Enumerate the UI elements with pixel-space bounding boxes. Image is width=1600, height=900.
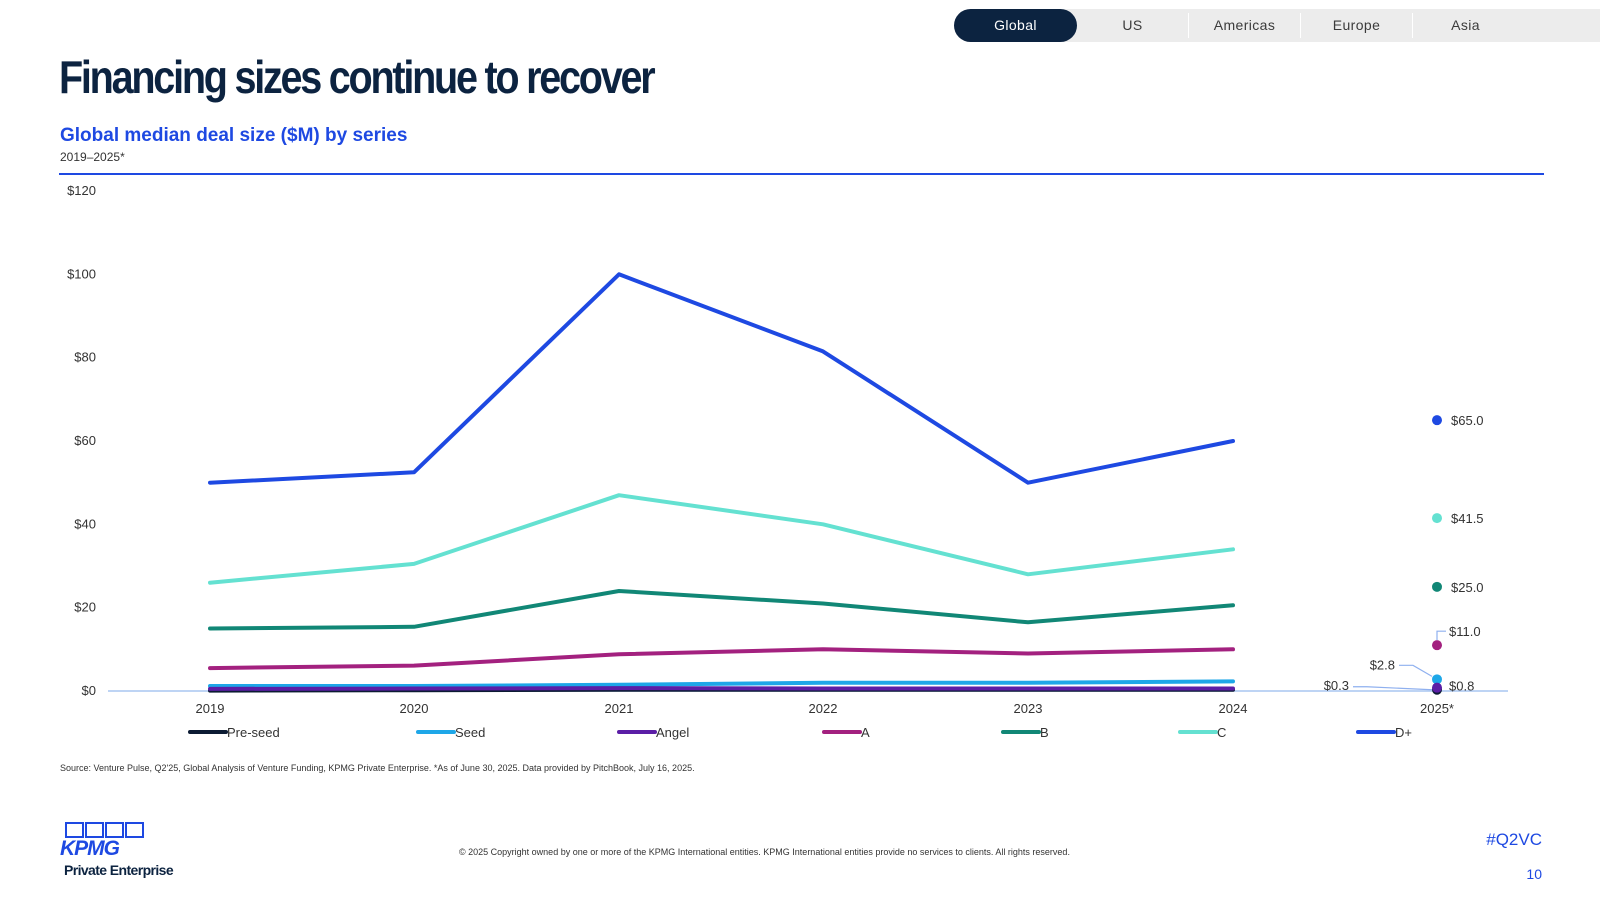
tab-americas[interactable]: Americas [1213,17,1276,33]
data-label: $0.3 [1324,678,1349,693]
y-tick-label: $20 [74,600,96,615]
data-label: $65.0 [1451,413,1484,428]
data-point-2025-seed [1432,674,1442,685]
series-line-angel [208,686,1235,691]
data-label: $2.8 [1370,657,1395,672]
x-tick-label: 2020 [400,701,429,716]
series-line-b [208,589,1235,631]
leader-line [1399,664,1433,677]
data-point-2025-d+ [1432,415,1442,426]
series-line-d+ [208,272,1235,485]
data-label: $25.0 [1451,580,1484,595]
chart-subtitle: 2019–2025* [60,150,125,164]
legend-label: Seed [455,725,485,740]
legend-label: D+ [1395,725,1412,740]
page-title: Financing sizes continue to recover [59,51,656,103]
tab-separator [1412,13,1413,38]
x-tick-label: 2022 [809,701,838,716]
leader-line [1353,686,1433,691]
legend-label: A [861,725,870,740]
page-number: 10 [1526,866,1542,882]
x-tick-label: 2024 [1219,701,1248,716]
data-label: $11.0 [1449,624,1481,639]
y-tick-label: $40 [74,516,96,531]
y-tick-label: $0 [82,683,96,698]
line-chart: $0 $20 $40 $60 $80 $100 $120 2019 2020 2021 2022 20… [67,183,1508,740]
logo-subtitle: Private Enterprise [64,862,174,878]
data-point-2025-c [1432,513,1442,524]
kpmg-wordmark: KPMG [60,837,120,860]
hashtag: #Q2VC [1486,830,1542,849]
data-point-2025-a [1432,640,1442,651]
y-tick-label: $120 [67,183,96,198]
tab-us[interactable]: US [1122,17,1143,33]
region-tabs: Global US Americas Europe Asia [954,9,1600,42]
leader-line [1436,630,1446,641]
data-label: $41.5 [1451,511,1484,526]
x-tick-label: 2025* [1420,701,1454,716]
title-divider [59,173,1544,175]
copyright-notice: © 2025 Copyright owned by one or more of… [459,847,1070,857]
tab-global[interactable]: Global [954,9,1077,42]
x-tick-label: 2023 [1014,701,1043,716]
data-point-2025-angel [1432,682,1442,693]
data-point-2025-b [1432,581,1442,592]
kpmg-logo: KPMG Private Enterprise [60,822,180,882]
y-tick-label: $100 [67,266,96,281]
series-line-seed [208,679,1235,688]
legend-label: C [1217,725,1226,740]
source-note: Source: Venture Pulse, Q2'25, Global Ana… [60,763,695,773]
tab-europe[interactable]: Europe [1332,17,1381,33]
chart-title: Global median deal size ($M) by series [60,125,408,146]
legend-label: B [1040,725,1049,740]
tab-separator [1300,13,1301,38]
kpmg-logo-boxes [65,822,144,838]
legend-label: Pre-seed [227,725,280,740]
tab-asia[interactable]: Asia [1451,17,1480,33]
y-tick-label: $80 [74,350,96,365]
data-label: $0.8 [1449,679,1474,694]
legend-label: Angel [656,725,689,740]
x-tick-label: 2019 [196,701,225,716]
series-line-c [208,493,1235,585]
tab-separator [1188,13,1189,38]
series-line-a [208,647,1235,671]
y-tick-label: $60 [74,433,96,448]
x-tick-label: 2021 [605,701,634,716]
